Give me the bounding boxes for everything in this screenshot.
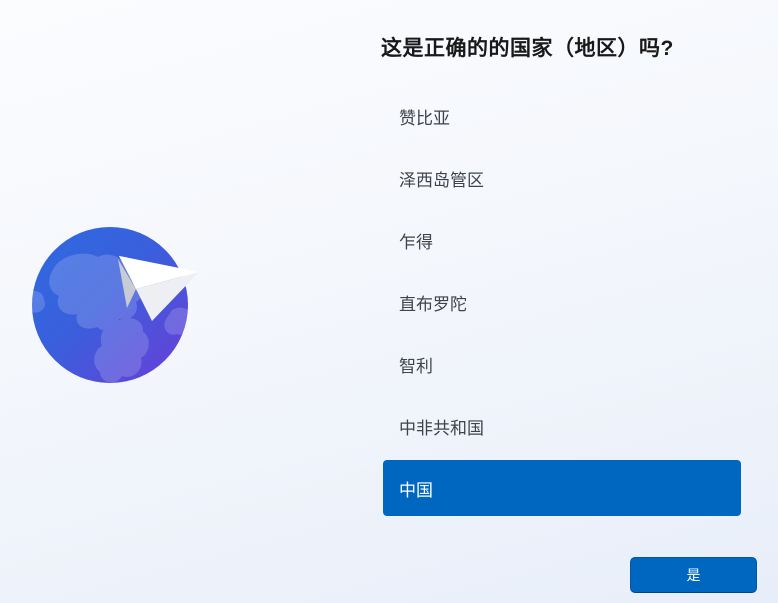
country-option[interactable]: 泽西岛管区 [399, 170, 484, 190]
country-option[interactable]: 中非共和国 [399, 418, 484, 438]
country-option[interactable]: 智利 [399, 356, 433, 376]
paper-plane-icon [118, 256, 199, 321]
country-option[interactable]: 乍得 [399, 232, 433, 252]
country-option[interactable]: 赞比亚 [399, 108, 450, 128]
yes-button[interactable]: 是 [630, 557, 757, 593]
country-option[interactable]: 直布罗陀 [399, 294, 467, 314]
page-title: 这是正确的的国家（地区）吗? [381, 37, 674, 60]
globe-paper-plane-icon [30, 226, 215, 391]
country-list: 赞比亚 泽西岛管区 乍得 直布罗陀 智利 中非共和国 中国 [383, 88, 741, 522]
country-option-selected[interactable]: 中国 [383, 460, 741, 516]
